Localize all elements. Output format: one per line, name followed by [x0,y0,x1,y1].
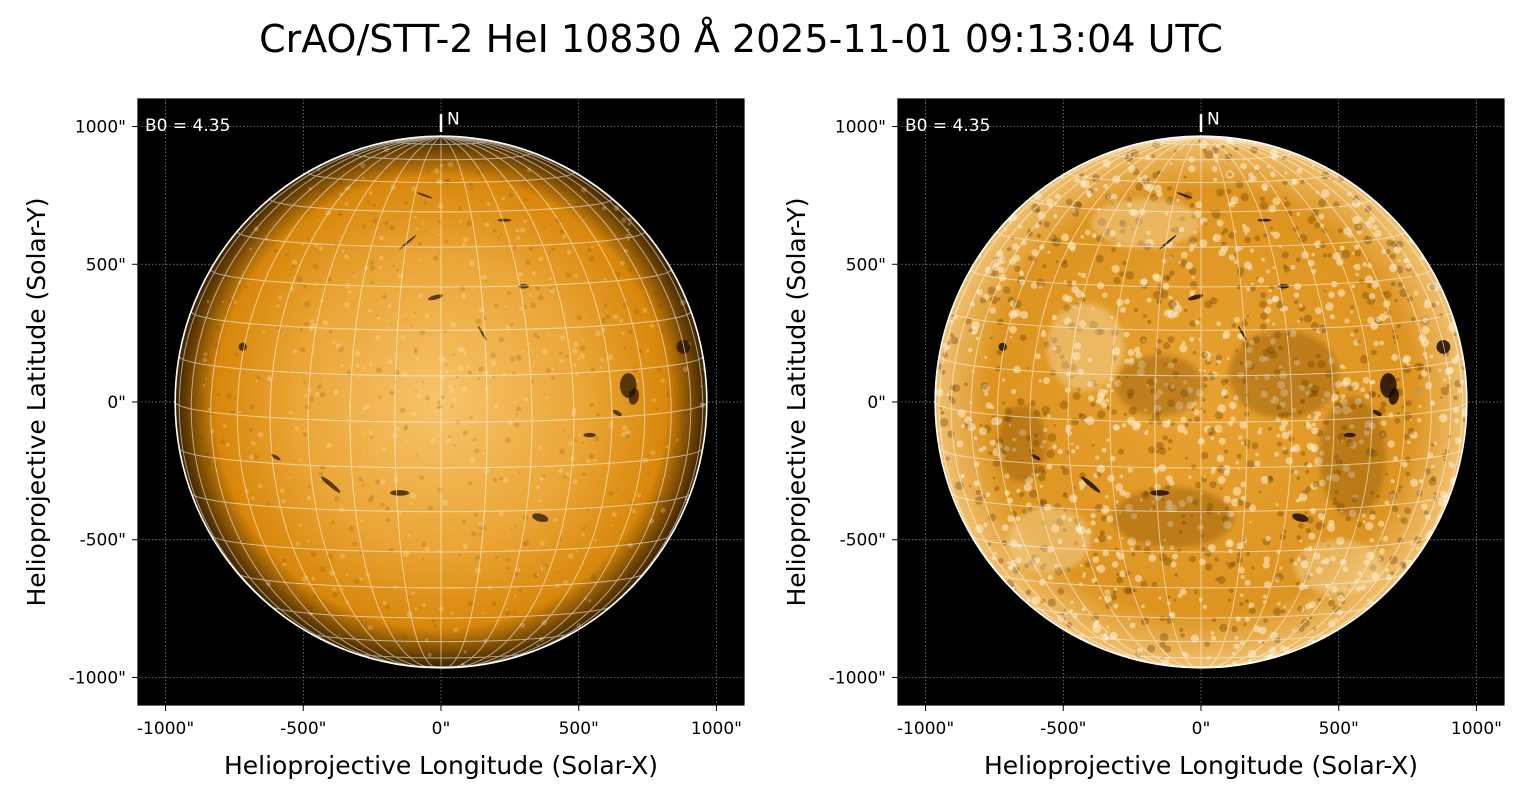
right-xtick-label: -500" [1040,719,1086,739]
right-ytick-label: -1000" [829,668,886,688]
right-filament [1278,284,1290,289]
right-filament [1343,432,1356,438]
right-solar-image: N B0 = 4.35 -1000" -500" 0" 500" 1000" 1000" 500… [829,98,1505,739]
left-longitude-line [269,136,442,668]
left-ytick-label: 0" [107,393,126,413]
right-panel: N B0 = 4.35 -1000" -500" 0" 500" 1000" 1000" 500… [760,0,1520,795]
left-longitude-line [440,136,533,669]
left-filament [612,409,622,417]
left-filament [399,235,417,250]
right-filament [1159,235,1177,250]
left-ytick-label: 1000" [75,118,126,138]
left-filament [238,342,247,351]
left-ytick-label: 500" [86,255,126,275]
right-longitude-line [950,136,1202,662]
right-filament [1292,513,1309,523]
right-ytick-label: 1000" [835,118,886,138]
left-filament [390,490,410,496]
left-longitude-line [440,136,613,668]
left-filament [583,432,596,438]
left-longitude-line [440,136,575,668]
right-filament [1176,192,1193,199]
left-filament [497,218,512,222]
left-xtick-label: 1000" [691,719,742,739]
right-filament [1081,476,1101,493]
left-longitude-line [349,136,442,669]
right-longitude-line [970,136,1202,666]
right-north-label: N [1207,109,1220,129]
left-xtick-label: 0" [432,719,451,739]
left-b0-annotation: B0 = 4.35 [145,116,230,136]
right-longitude-line [996,136,1202,667]
left-xtick-label: -1000" [137,719,194,739]
left-filament [321,476,341,493]
right-x-axis-label: Helioprojective Longitude (Solar-X) [983,751,1418,780]
left-filament [270,453,281,461]
right-xtick-label: 0" [1192,719,1211,739]
right-filament [998,342,1007,351]
right-b0-annotation: B0 = 4.35 [905,116,990,136]
left-longitude-line [210,136,442,666]
left-longitude-line [178,136,442,647]
left-filament [428,294,443,301]
right-longitude-line [938,136,1202,647]
right-ytick-label: 500" [846,255,886,275]
left-heliographic-grid [174,136,708,669]
right-filament [1257,218,1272,222]
right-xtick-label: -1000" [897,719,954,739]
right-xtick-label: 500" [1319,719,1359,739]
left-ytick-label: -500" [80,531,126,551]
left-longitude-line [236,136,442,667]
right-filament [1372,409,1382,417]
right-ytick-label: 0" [867,393,886,413]
right-longitude-line [1200,136,1464,647]
left-solar-image: N B0 = 4.35 -1000" -500" 0" 500" 1000" 1000" 500… [69,98,745,739]
left-filament [416,192,433,199]
right-longitude-line [1200,136,1373,668]
left-longitude-line [440,136,692,662]
right-ytick-label: -500" [840,531,886,551]
left-panel: N B0 = 4.35 -1000" -500" 0" 500" 1000" 1000" 500… [22,98,745,780]
right-filament [1388,388,1399,405]
right-longitude-line [1200,136,1248,669]
right-longitude-line [1200,136,1452,662]
left-x-axis-label: Helioprojective Longitude (Solar-X) [223,751,658,780]
left-longitude-line [190,136,442,662]
left-longitude-line [440,136,672,666]
right-longitude-line [1029,136,1202,668]
left-longitude-line [440,136,646,667]
figure-title: CrAO/STT-2 HeI 10830 Å 2025-11-01 09:13:… [259,17,1223,61]
right-filament [1188,294,1203,301]
right-y-axis-label: Helioprojective Latitude (Solar-Y) [782,197,811,607]
right-filament [1150,490,1170,496]
left-xtick-label: 500" [559,719,599,739]
left-filament [532,513,549,523]
right-longitude-line [1200,136,1293,669]
right-longitude-line [1200,136,1335,668]
right-filament [1030,453,1041,461]
left-longitude-line [394,136,442,669]
left-longitude-line [440,136,488,669]
left-solar-limb [174,135,708,669]
left-ytick-label: -1000" [69,668,126,688]
right-longitude-line [1154,136,1202,669]
right-longitude-line [1200,136,1406,667]
right-solar-limb [934,135,1468,669]
left-north-label: N [447,109,460,129]
right-longitude-line [1200,136,1432,666]
left-longitude-line [440,136,704,647]
left-filament [518,284,530,289]
right-longitude-line [1109,136,1202,669]
left-xtick-label: -500" [280,719,326,739]
left-y-axis-label: Helioprojective Latitude (Solar-Y) [22,197,51,607]
left-filament [628,388,639,405]
right-longitude-line [1067,136,1202,668]
left-longitude-line [307,136,442,668]
right-xtick-label: 1000" [1451,719,1502,739]
